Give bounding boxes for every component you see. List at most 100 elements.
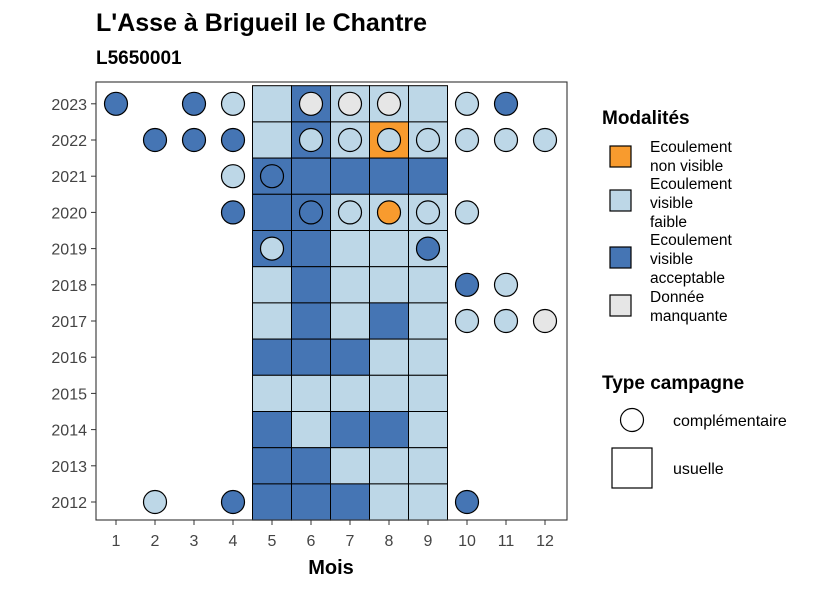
tile-2023-5 [252, 85, 292, 123]
x-tick-label: 7 [346, 533, 355, 550]
tile-2015-9 [408, 374, 448, 412]
point-2017-12 [532, 308, 558, 334]
legend-label-vf: visible [650, 195, 693, 212]
tile-2012-5 [252, 483, 292, 521]
tile-2022-5 [252, 121, 292, 159]
y-tick-label: 2023 [51, 97, 87, 114]
chart-title: L'Asse à Brigueil le Chantre [96, 9, 427, 37]
point-2019-5 [259, 236, 285, 261]
point-2022-10 [454, 127, 480, 153]
tile-2016-6 [291, 338, 331, 376]
legend-label-va: acceptable [650, 270, 725, 287]
y-tick-label: 2020 [51, 205, 87, 222]
legend-label-vf: faible [650, 214, 687, 231]
tile-2014-8 [369, 411, 409, 449]
legend-key-square [611, 447, 653, 489]
legend-key-dm [609, 294, 632, 317]
chart-subtitle: L5650001 [96, 48, 182, 69]
point-2022-12 [532, 127, 558, 153]
point-2021-5 [259, 164, 285, 189]
y-tick-label: 2012 [51, 495, 87, 512]
point-2022-4 [220, 127, 246, 153]
x-tick-label: 5 [268, 533, 277, 550]
point-2022-9 [415, 127, 441, 153]
tile-2017-8 [369, 302, 409, 340]
x-tick-label: 10 [458, 533, 476, 550]
legend-key-circle [619, 407, 645, 433]
y-tick-label: 2022 [51, 133, 87, 150]
legend-label-dm: manquante [650, 308, 728, 325]
tile-2016-5 [252, 338, 292, 376]
point-2017-11 [493, 308, 519, 334]
tile-2013-7 [330, 447, 370, 485]
point-2012-10 [454, 489, 480, 515]
tile-2021-6 [291, 157, 331, 195]
point-2020-10 [454, 200, 480, 225]
tile-2016-8 [369, 338, 409, 376]
tile-2023-9 [408, 85, 448, 123]
point-2020-8 [376, 200, 402, 225]
tile-2019-6 [291, 230, 331, 268]
legend-label-complementaire: complémentaire [673, 413, 787, 430]
y-tick-label: 2014 [51, 423, 87, 440]
point-2023-1 [103, 91, 129, 116]
x-tick-label: 1 [112, 533, 121, 550]
x-axis-title: Mois [308, 557, 354, 579]
point-2023-7 [337, 91, 363, 116]
point-2019-9 [415, 236, 441, 261]
x-tick-label: 11 [498, 533, 515, 550]
legend-type-campagne: Type campagne complémentaire usuelle [602, 373, 787, 489]
x-tick-label: 3 [190, 533, 199, 550]
point-2021-4 [220, 164, 246, 189]
tile-2021-8 [369, 157, 409, 195]
point-2022-11 [493, 127, 519, 153]
tile-2019-7 [330, 230, 370, 268]
point-2023-4 [220, 91, 246, 116]
legend-label-va: Ecoulement [650, 232, 733, 249]
tile-2013-6 [291, 447, 331, 485]
y-tick-label: 2013 [51, 459, 87, 476]
x-tick-label: 8 [385, 533, 394, 550]
legend-label-va: visible [650, 251, 693, 268]
complementaire-points [103, 91, 558, 515]
point-2023-8 [376, 91, 402, 116]
y-axis: 2012 2013 2014 2015 2016 2017 2018 2019 2020 2021… [51, 97, 96, 512]
point-2023-10 [454, 91, 480, 116]
point-2020-7 [337, 200, 363, 225]
point-2012-4 [220, 489, 246, 515]
tile-2012-7 [330, 483, 370, 521]
y-tick-label: 2017 [51, 314, 87, 331]
x-tick-label: 9 [424, 533, 433, 550]
legend-label-vf: Ecoulement [650, 176, 733, 193]
point-2017-10 [454, 308, 480, 334]
tile-2015-6 [291, 374, 331, 412]
tile-2021-9 [408, 157, 448, 195]
point-2020-6 [298, 200, 324, 225]
usuelle-tiles [252, 85, 448, 521]
point-2023-3 [181, 91, 207, 116]
tile-2014-9 [408, 411, 448, 449]
x-tick-label: 6 [307, 533, 316, 550]
point-2020-9 [415, 200, 441, 225]
plot-border [95, 81, 568, 521]
x-tick-label: 12 [536, 533, 554, 550]
legend-modalites-title: Modalités [602, 108, 690, 129]
y-tick-label: 2016 [51, 350, 87, 367]
point-2018-10 [454, 272, 480, 297]
point-2023-6 [298, 91, 324, 116]
tile-2017-5 [252, 302, 292, 340]
tile-2017-6 [291, 302, 331, 340]
y-tick-label: 2021 [51, 169, 87, 186]
tile-2015-5 [252, 374, 292, 412]
point-2012-2 [142, 489, 168, 515]
tile-2018-6 [291, 266, 331, 304]
y-tick-label: 2015 [51, 386, 87, 403]
tile-2018-7 [330, 266, 370, 304]
tile-2012-9 [408, 483, 448, 521]
tile-2018-8 [369, 266, 409, 304]
tile-2012-6 [291, 483, 331, 521]
tile-2018-9 [408, 266, 448, 304]
legend-campagne-title: Type campagne [602, 373, 744, 394]
tile-2019-8 [369, 230, 409, 268]
